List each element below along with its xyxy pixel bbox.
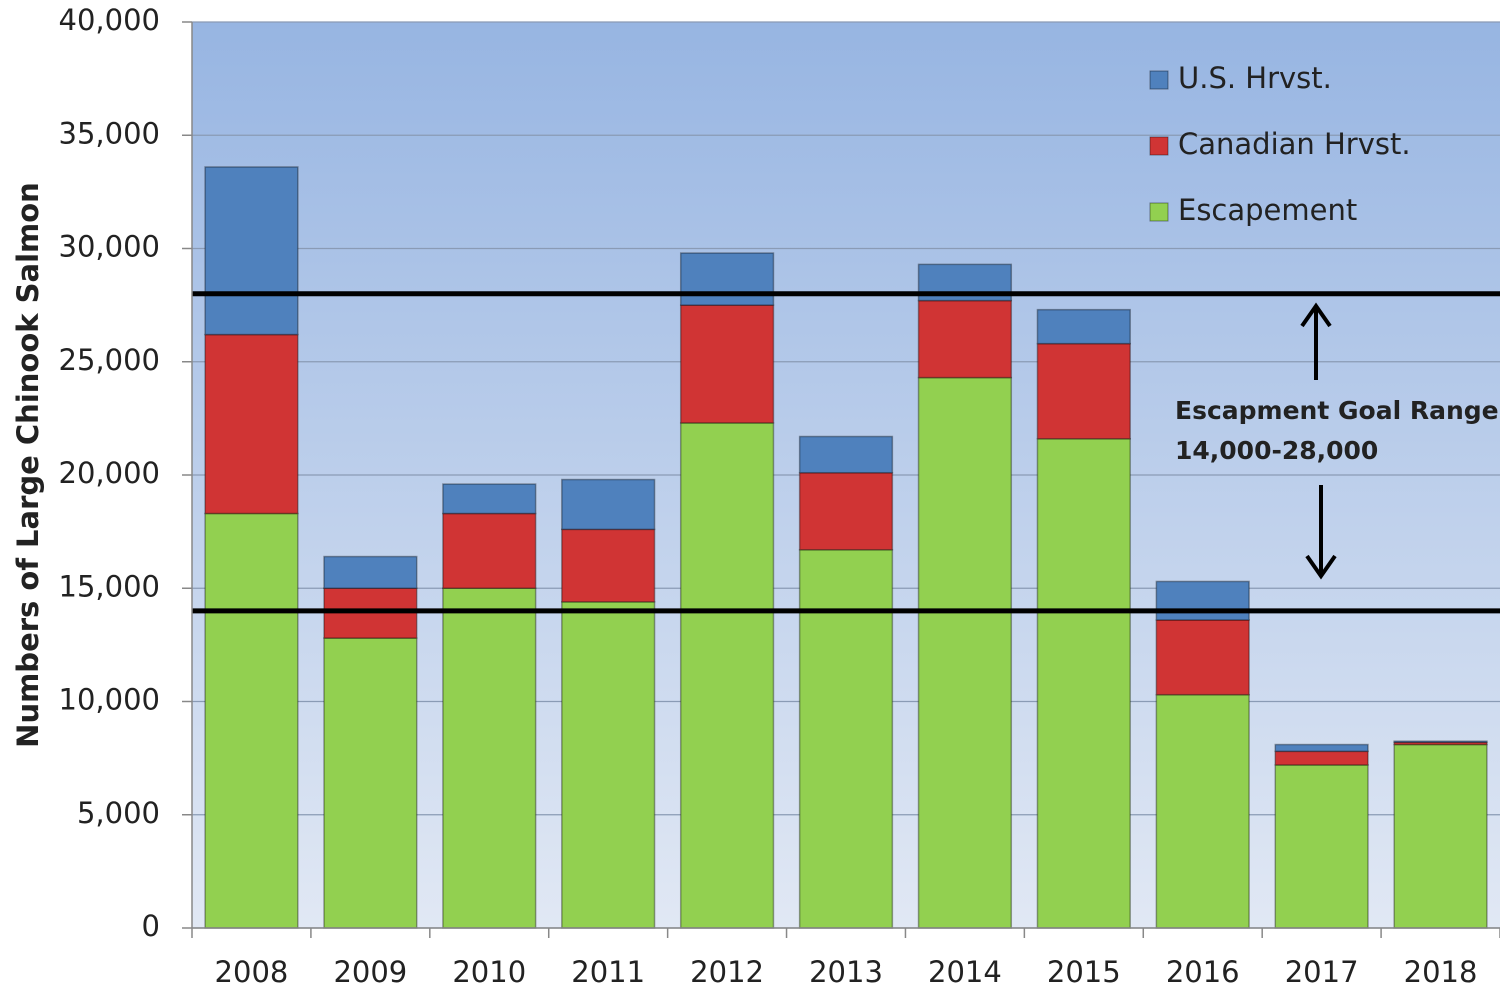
x-tick-label: 2016 [1166, 955, 1240, 989]
x-tick-label: 2013 [809, 955, 883, 989]
bar-segment [917, 376, 1013, 929]
bar-segment [1036, 342, 1131, 440]
bar-segment [798, 471, 894, 551]
y-tick-label: 20,000 [59, 456, 160, 490]
bar-segment [1274, 764, 1369, 929]
bar-segment [1393, 743, 1488, 929]
bar-segment [679, 304, 775, 424]
bar-segment [1036, 438, 1131, 929]
bar-segment [323, 637, 418, 929]
bar-segment [204, 333, 299, 515]
arrow-up [1300, 302, 1332, 380]
x-tick-label: 2008 [215, 955, 289, 989]
bar-segment [1274, 750, 1369, 766]
x-tick-label: 2018 [1404, 955, 1478, 989]
x-tick-label: 2017 [1285, 955, 1359, 989]
x-tick-label: 2009 [333, 955, 407, 989]
bar-segment [798, 548, 894, 929]
bar-segment [1274, 743, 1369, 753]
y-axis-label: Numbers of Large Chinook Salmon [11, 182, 45, 748]
y-tick-label: 25,000 [59, 343, 160, 377]
y-tick-label: 30,000 [59, 230, 160, 264]
bar-segment [1155, 580, 1250, 621]
bar-segment [561, 528, 656, 603]
bar-segment [917, 299, 1013, 379]
y-tick-label: 40,000 [59, 3, 160, 37]
legend-swatch [1149, 136, 1169, 156]
bar-segment [679, 422, 775, 929]
y-tick-label: 35,000 [59, 116, 160, 150]
annotation: Escapment Goal Range [1175, 396, 1499, 425]
bar-segment [1036, 308, 1131, 345]
bar-segment [442, 512, 537, 590]
x-tick-label: 2014 [928, 955, 1002, 989]
bar-segment [561, 478, 656, 531]
y-tick-label: 5,000 [77, 796, 160, 830]
legend-label: U.S. Hrvst. [1178, 61, 1332, 95]
legend-swatch [1149, 202, 1169, 222]
annotation: 14,000-28,000 [1175, 436, 1378, 465]
y-tick-label: 10,000 [59, 683, 160, 717]
bar-segment [442, 483, 537, 515]
legend-label: Escapement [1178, 193, 1357, 227]
x-tick-label: 2011 [571, 955, 645, 989]
bar-segment [798, 435, 894, 474]
bar-segment [1155, 619, 1250, 696]
x-tick-label: 2010 [452, 955, 526, 989]
x-tick-label: 2012 [690, 955, 764, 989]
bar-segment [442, 587, 537, 929]
legend-label: Canadian Hrvst. [1178, 127, 1411, 161]
arrow-down [1305, 485, 1337, 580]
bar-segment [204, 512, 299, 929]
bar-segment [323, 555, 418, 589]
bar-segment [679, 252, 775, 306]
y-tick-label: 0 [142, 909, 160, 943]
y-tick-label: 15,000 [59, 569, 160, 603]
bar-segment [1155, 693, 1250, 929]
bar-segment [204, 166, 299, 336]
legend-swatch [1149, 70, 1169, 90]
x-tick-label: 2015 [1047, 955, 1121, 989]
bar-segment [1393, 740, 1488, 744]
bar-segment [561, 601, 656, 929]
